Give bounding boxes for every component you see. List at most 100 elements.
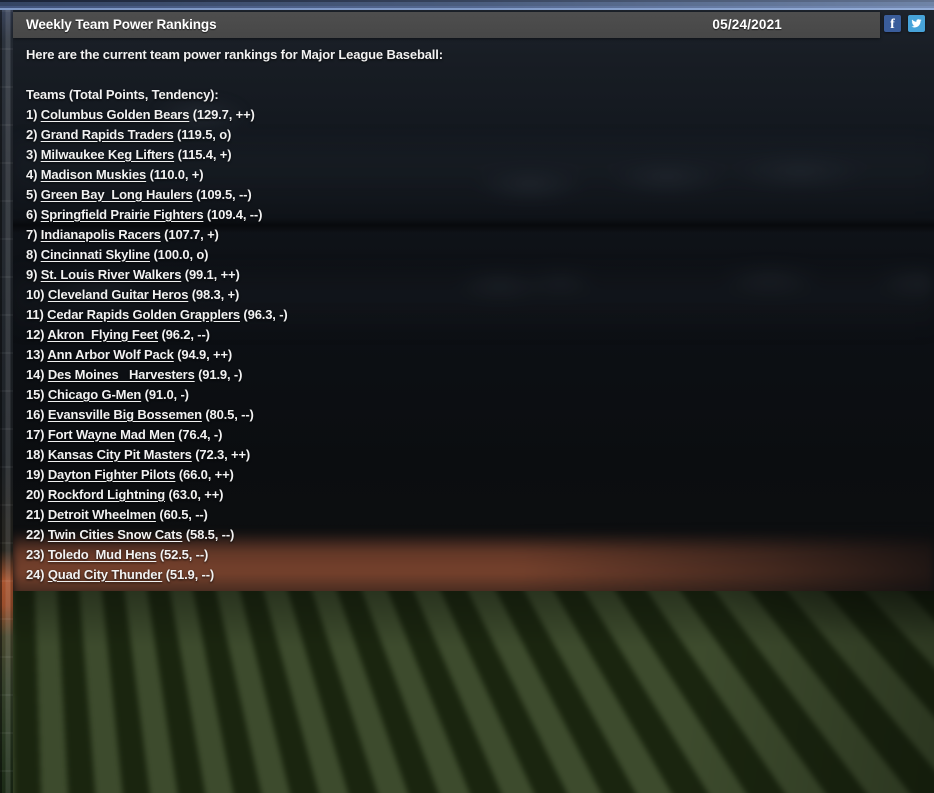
ranking-row: 19) Dayton Fighter Pilots (66.0, ++) bbox=[26, 465, 918, 485]
rank-number: 14) bbox=[26, 367, 48, 382]
rank-number: 19) bbox=[26, 467, 48, 482]
rank-number: 8) bbox=[26, 247, 41, 262]
team-link[interactable]: St. Louis River Walkers bbox=[40, 267, 182, 282]
team-link[interactable]: Detroit Wheelmen bbox=[47, 507, 156, 522]
rank-number: 1) bbox=[26, 107, 41, 122]
team-link[interactable]: Dayton Fighter Pilots bbox=[47, 467, 176, 482]
rankings-list: 1) Columbus Golden Bears (129.7, ++) 2) … bbox=[26, 105, 918, 585]
team-link[interactable]: Twin Cities Snow Cats bbox=[47, 527, 183, 542]
facebook-share-button[interactable]: f bbox=[884, 15, 901, 32]
rank-number: 21) bbox=[26, 507, 48, 522]
team-link[interactable]: Quad City Thunder bbox=[47, 567, 163, 582]
team-link[interactable]: Fort Wayne Mad Men bbox=[47, 427, 175, 442]
ranking-row: 18) Kansas City Pit Masters (72.3, ++) bbox=[26, 445, 918, 465]
team-stats: (119.5, o) bbox=[173, 127, 232, 142]
ranking-row: 15) Chicago G-Men (91.0, -) bbox=[26, 385, 918, 405]
page-title: Weekly Team Power Rankings bbox=[26, 17, 217, 32]
team-link[interactable]: Akron Flying Feet bbox=[47, 327, 159, 342]
team-link[interactable]: Des Moines Harvesters bbox=[47, 367, 195, 382]
team-link[interactable]: Madison Muskies bbox=[40, 167, 147, 182]
team-stats: (80.5, --) bbox=[201, 407, 254, 422]
ranking-row: 3) Milwaukee Keg Lifters (115.4, +) bbox=[26, 145, 918, 165]
rank-number: 18) bbox=[26, 447, 48, 462]
team-stats: (109.4, --) bbox=[203, 207, 263, 222]
facebook-icon: f bbox=[890, 17, 895, 32]
team-link[interactable]: Toledo Mud Hens bbox=[47, 547, 157, 562]
outfield-grass-stripes bbox=[13, 591, 934, 793]
team-link[interactable]: Green Bay Long Haulers bbox=[40, 187, 193, 202]
team-link[interactable]: Cleveland Guitar Heros bbox=[47, 287, 189, 302]
rank-number: 11) bbox=[26, 307, 48, 322]
rank-number: 16) bbox=[26, 407, 48, 422]
current-date: 05/24/2021 bbox=[712, 17, 782, 32]
team-link[interactable]: Rockford Lightning bbox=[47, 487, 165, 502]
team-stats: (109.5, --) bbox=[192, 187, 252, 202]
rank-number: 3) bbox=[26, 147, 41, 162]
ranking-row: 14) Des Moines Harvesters (91.9, -) bbox=[26, 365, 918, 385]
team-stats: (100.0, o) bbox=[150, 247, 209, 262]
ranking-row: 23) Toledo Mud Hens (52.5, --) bbox=[26, 545, 918, 565]
ranking-row: 21) Detroit Wheelmen (60.5, --) bbox=[26, 505, 918, 525]
team-stats: (91.0, -) bbox=[141, 387, 189, 402]
ranking-row: 24) Quad City Thunder (51.9, --) bbox=[26, 565, 918, 585]
team-link[interactable]: Evansville Big Bossemen bbox=[47, 407, 202, 422]
rank-number: 17) bbox=[26, 427, 48, 442]
team-stats: (129.7, ++) bbox=[189, 107, 255, 122]
ranking-row: 20) Rockford Lightning (63.0, ++) bbox=[26, 485, 918, 505]
rank-number: 10) bbox=[26, 287, 48, 302]
rank-number: 5) bbox=[26, 187, 41, 202]
team-link[interactable]: Milwaukee Keg Lifters bbox=[40, 147, 175, 162]
header-bar: Weekly Team Power Rankings 05/24/2021 bbox=[13, 12, 880, 38]
team-link[interactable]: Ann Arbor Wolf Pack bbox=[47, 347, 174, 362]
left-edge-strip bbox=[0, 10, 13, 793]
twitter-share-button[interactable] bbox=[908, 15, 925, 32]
ranking-row: 11) Cedar Rapids Golden Grapplers (96.3,… bbox=[26, 305, 918, 325]
ranking-row: 13) Ann Arbor Wolf Pack (94.9, ++) bbox=[26, 345, 918, 365]
rank-number: 7) bbox=[26, 227, 41, 242]
team-stats: (51.9, --) bbox=[162, 567, 215, 582]
team-link[interactable]: Columbus Golden Bears bbox=[40, 107, 190, 122]
team-stats: (91.9, -) bbox=[194, 367, 243, 382]
rank-number: 2) bbox=[26, 127, 41, 142]
ranking-row: 10) Cleveland Guitar Heros (98.3, +) bbox=[26, 285, 918, 305]
team-link[interactable]: Grand Rapids Traders bbox=[40, 127, 174, 142]
team-stats: (107.7, +) bbox=[160, 227, 219, 242]
ranking-row: 17) Fort Wayne Mad Men (76.4, -) bbox=[26, 425, 918, 445]
intro-text: Here are the current team power rankings… bbox=[26, 47, 443, 62]
rank-number: 20) bbox=[26, 487, 48, 502]
team-stats: (94.9, ++) bbox=[173, 347, 233, 362]
list-header: Teams (Total Points, Tendency): bbox=[26, 87, 219, 102]
team-link[interactable]: Chicago G-Men bbox=[47, 387, 142, 402]
ranking-row: 6) Springfield Prairie Fighters (109.4, … bbox=[26, 205, 918, 225]
ranking-row: 4) Madison Muskies (110.0, +) bbox=[26, 165, 918, 185]
twitter-icon bbox=[911, 19, 922, 28]
ranking-row: 2) Grand Rapids Traders (119.5, o) bbox=[26, 125, 918, 145]
team-stats: (76.4, -) bbox=[174, 427, 223, 442]
rank-number: 22) bbox=[26, 527, 48, 542]
rank-number: 9) bbox=[26, 267, 41, 282]
team-stats: (98.3, +) bbox=[188, 287, 240, 302]
ranking-row: 22) Twin Cities Snow Cats (58.5, --) bbox=[26, 525, 918, 545]
team-link[interactable]: Cincinnati Skyline bbox=[40, 247, 151, 262]
team-stats: (66.0, ++) bbox=[175, 467, 234, 482]
team-stats: (96.3, -) bbox=[239, 307, 288, 322]
team-stats: (60.5, --) bbox=[155, 507, 208, 522]
team-stats: (110.0, +) bbox=[146, 167, 204, 182]
team-link[interactable]: Indianapolis Racers bbox=[40, 227, 161, 242]
rank-number: 12) bbox=[26, 327, 48, 342]
rank-number: 15) bbox=[26, 387, 48, 402]
ranking-row: 1) Columbus Golden Bears (129.7, ++) bbox=[26, 105, 918, 125]
team-link[interactable]: Cedar Rapids Golden Grapplers bbox=[47, 307, 240, 322]
rank-number: 13) bbox=[26, 347, 48, 362]
ranking-row: 5) Green Bay Long Haulers (109.5, --) bbox=[26, 185, 918, 205]
rankings-content: Here are the current team power rankings… bbox=[26, 45, 918, 585]
team-stats: (72.3, ++) bbox=[191, 447, 251, 462]
rank-number: 24) bbox=[26, 567, 48, 582]
team-link[interactable]: Springfield Prairie Fighters bbox=[40, 207, 204, 222]
team-link[interactable]: Kansas City Pit Masters bbox=[47, 447, 192, 462]
rank-number: 6) bbox=[26, 207, 41, 222]
team-stats: (115.4, +) bbox=[174, 147, 232, 162]
rank-number: 23) bbox=[26, 547, 48, 562]
team-stats: (58.5, --) bbox=[182, 527, 235, 542]
